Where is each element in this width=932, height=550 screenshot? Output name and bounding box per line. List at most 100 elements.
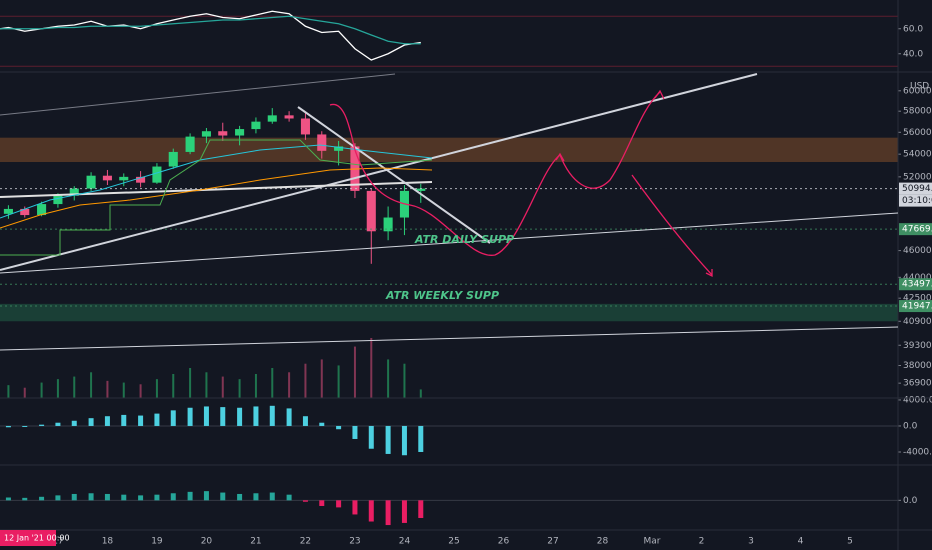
candle-body (383, 217, 393, 232)
histogram-bar (121, 414, 127, 426)
histogram-bar (302, 500, 308, 502)
volume-bar (288, 372, 291, 398)
candle-body (201, 131, 211, 137)
y-tick-label: 39300.0 (903, 341, 932, 351)
volume-bar (189, 368, 192, 398)
x-tick-label: 28 (597, 537, 609, 547)
price-marker-label: 41947.1 (902, 302, 932, 312)
histogram-bar (22, 497, 28, 501)
candle-body (152, 166, 162, 183)
indicator-line (0, 15, 421, 45)
y-tick-label: 0.0 (903, 496, 918, 506)
y-tick-label: -4000.0 (903, 447, 932, 457)
x-tick-label: 4 (798, 537, 804, 547)
volume-bar (238, 379, 241, 398)
volume-bar (56, 379, 59, 398)
x-tick-label: 17 (52, 537, 63, 547)
candle-body (53, 195, 63, 205)
histogram-bar (121, 494, 127, 501)
drawings (0, 73, 899, 351)
volume-bar (419, 389, 422, 398)
histogram-bar (170, 410, 176, 426)
candle-body (119, 176, 129, 181)
y-tick-label: 60.0 (903, 24, 923, 34)
candle-body (300, 118, 310, 135)
y-tick-label: 4000.0 (903, 395, 932, 405)
x-tick-label: 23 (349, 537, 360, 547)
y-tick-label: 36900.0 (903, 379, 932, 389)
histogram-bar (269, 405, 275, 426)
trendline (0, 212, 899, 274)
histogram-bar (203, 491, 209, 501)
histogram-bar (71, 493, 77, 501)
histogram-bar (203, 406, 209, 426)
cursor-label-bg (0, 530, 56, 546)
histogram-bar (286, 494, 292, 501)
volume-bar (271, 368, 274, 398)
y-tick-label: 56000.0 (903, 128, 932, 138)
histogram-bar (138, 495, 144, 501)
histogram-bar (104, 416, 110, 426)
histogram-bar (220, 492, 226, 501)
trendline (0, 73, 758, 271)
histogram-bar (88, 493, 94, 501)
histogram-bar (286, 408, 292, 426)
histogram-bar (401, 500, 407, 523)
candle-body (102, 175, 112, 181)
histogram-bar (5, 497, 11, 501)
candle-body (334, 146, 344, 151)
y-tick-label: 0.0 (903, 421, 918, 431)
volume-bar (172, 374, 175, 398)
price-marker-label: 47669.9 (902, 225, 932, 235)
histogram-bar (22, 425, 28, 427)
histogram-bar (71, 420, 77, 426)
price-marker-label: 43497.5 (902, 280, 932, 290)
zone (0, 137, 898, 163)
price-marker-label: 50994.0 (902, 184, 932, 194)
y-tick-label: 40900.0 (903, 317, 932, 327)
volume-bar (320, 359, 323, 398)
price-marker (899, 300, 932, 313)
volume-bar (205, 372, 208, 398)
candle-body (37, 204, 47, 216)
histogram-bar (253, 493, 259, 501)
candle-body (69, 188, 79, 196)
histogram-bar (336, 425, 342, 430)
volume-bar (254, 374, 257, 398)
plot-layer: 60000.058000.056000.054000.052000.046000… (0, 10, 932, 547)
histogram-bar (368, 425, 374, 449)
candle-body (136, 176, 146, 183)
histogram-bar (352, 500, 358, 515)
y-tick-label: 44000.0 (903, 273, 932, 283)
histogram-bar (319, 422, 325, 426)
histogram-bar (154, 413, 160, 426)
candle-body (235, 129, 245, 136)
histogram-bar (319, 500, 325, 506)
y-tick-label: 38000.0 (903, 361, 932, 371)
histogram-bar (385, 425, 391, 454)
volume-bar (370, 338, 373, 398)
trendline (297, 106, 491, 244)
candle-body (168, 151, 178, 167)
candle-body (86, 175, 96, 189)
candle-body (251, 121, 261, 130)
candle-body (416, 188, 426, 191)
annotation: ATR DAILY SUPP (414, 233, 514, 246)
histogram-bar (418, 500, 424, 518)
x-tick-label: 19 (151, 537, 163, 547)
histogram-bar (368, 500, 374, 522)
histogram-bar (55, 422, 61, 426)
x-tick-label: 20 (201, 537, 213, 547)
candle-body (218, 131, 228, 136)
volume-bar (353, 346, 356, 398)
histogram-bar (55, 495, 61, 501)
histogram-bar (154, 494, 160, 501)
y-tick-label: 60000.0 (903, 86, 932, 96)
histogram-bar (88, 418, 94, 426)
volume-bar (7, 385, 10, 398)
trendline (0, 181, 433, 198)
histogram-bar (187, 407, 193, 426)
x-tick-label: 21 (250, 537, 261, 547)
y-tick-label: 42500.0 (903, 294, 932, 304)
